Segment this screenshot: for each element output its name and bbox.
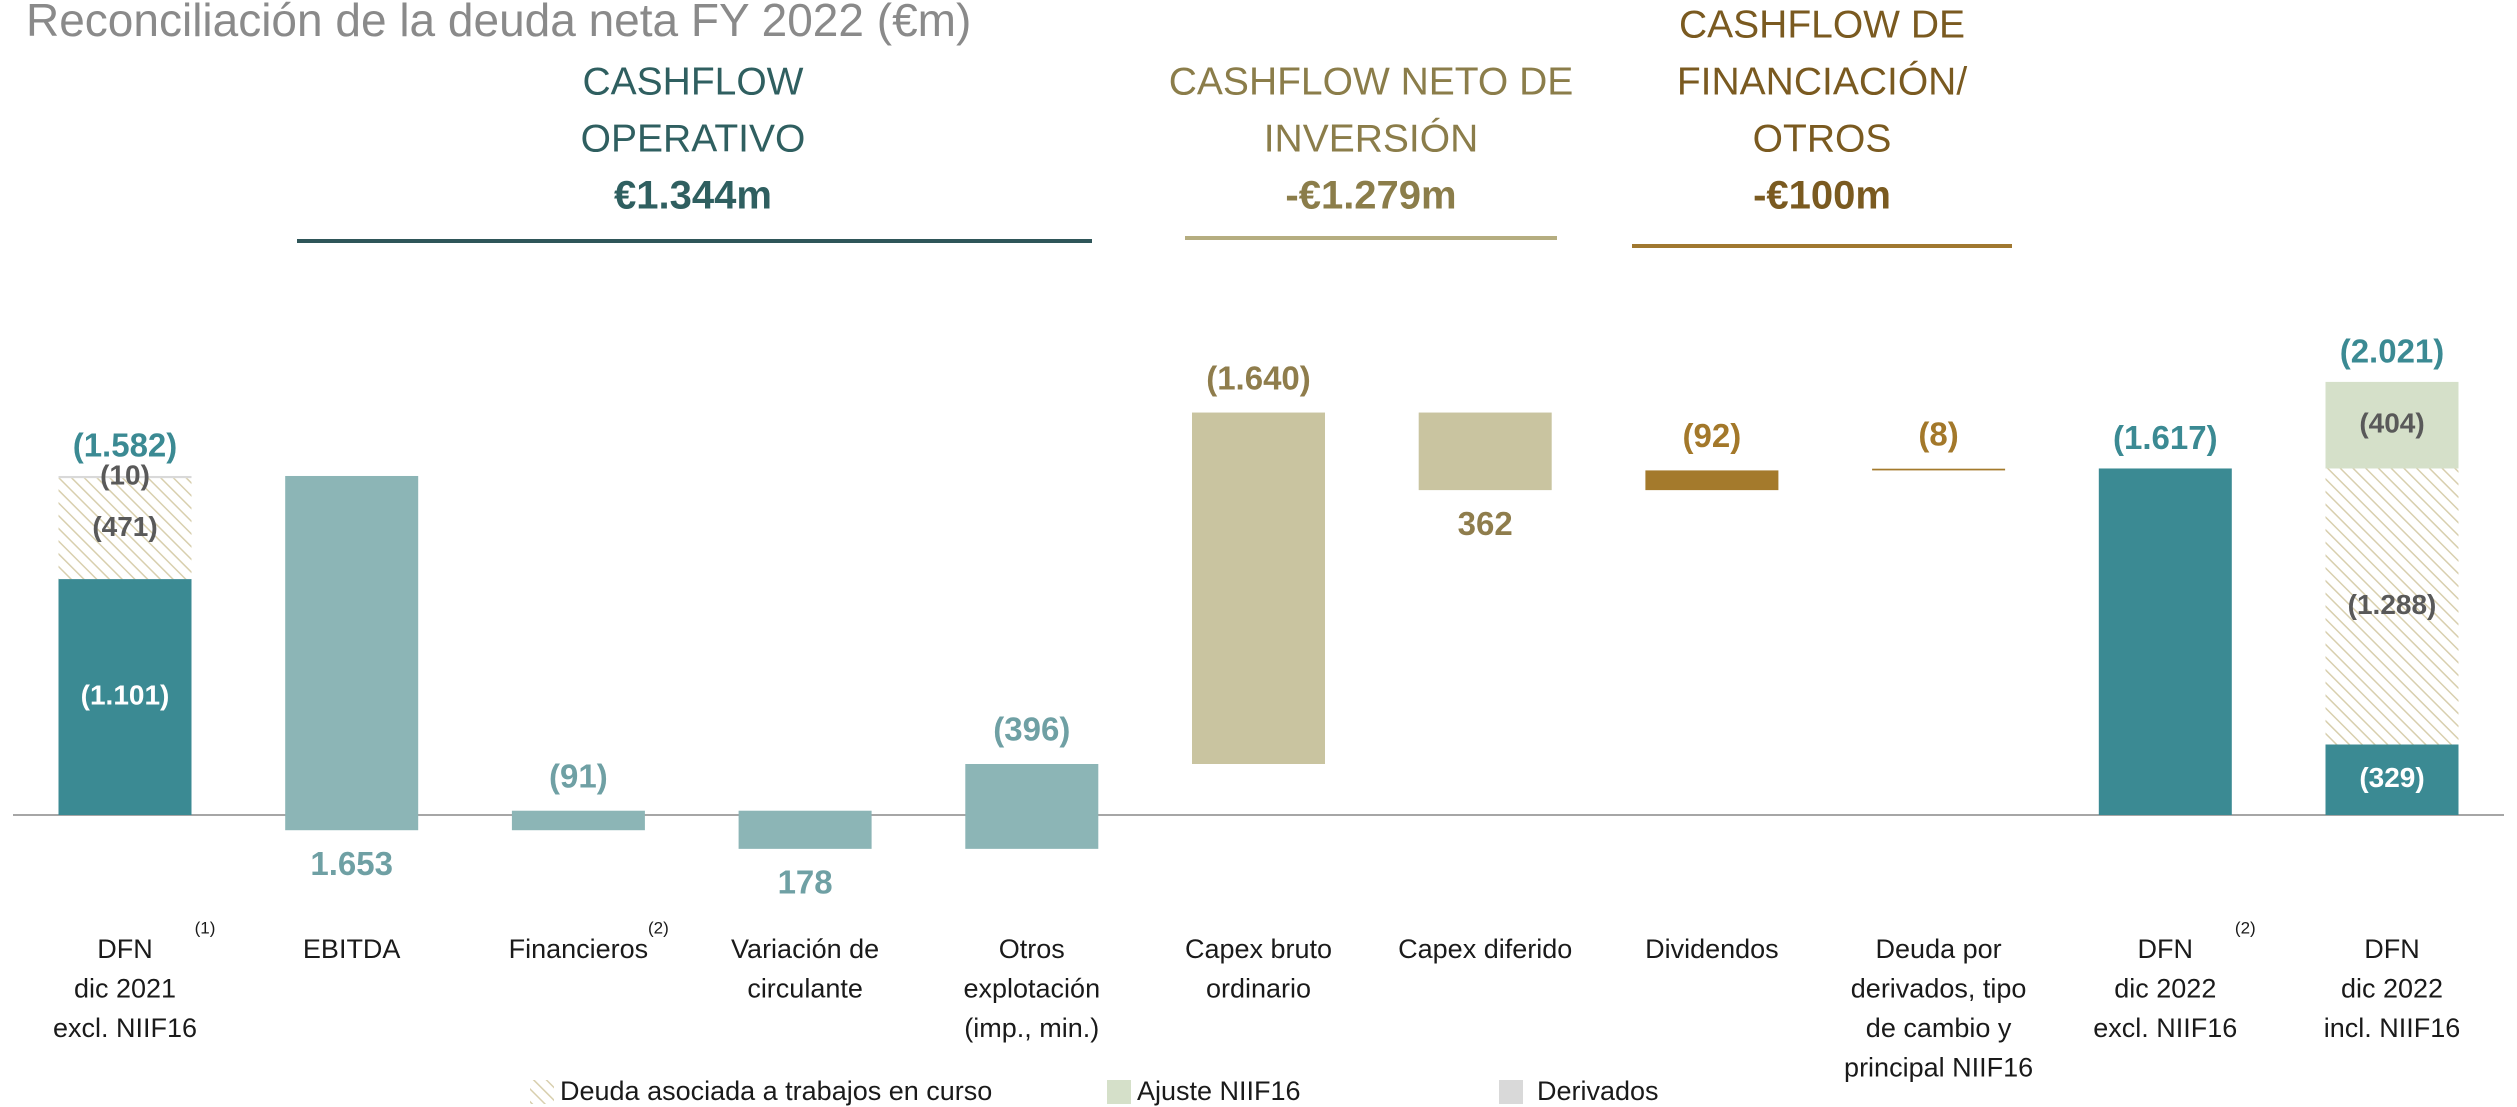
chart-title: Reconciliación de la deuda neta FY 2022 … bbox=[26, 0, 971, 46]
section-title: FINANCIACIÓN/ bbox=[1677, 60, 1968, 103]
stack-segment bbox=[2325, 381, 2459, 469]
x-tick-label: Capex diferido bbox=[1398, 934, 1572, 964]
segment-label: (1.101) bbox=[81, 679, 170, 710]
x-tick-label: ordinario bbox=[1206, 974, 1311, 1004]
bar bbox=[965, 763, 1099, 849]
x-tick-label: excl. NIIF16 bbox=[2093, 1013, 2237, 1043]
bar bbox=[2098, 468, 2232, 815]
footnote: (2) bbox=[2235, 918, 2256, 937]
bar bbox=[285, 475, 419, 831]
stack-segment bbox=[58, 579, 192, 815]
segment-label: (329) bbox=[2359, 762, 2424, 793]
section-total: -€1.279m bbox=[1285, 174, 1456, 218]
value-label: (2.021) bbox=[2340, 333, 2445, 370]
value-label: 1.653 bbox=[310, 845, 393, 882]
x-tick-label: Dividendos bbox=[1645, 934, 1779, 964]
x-tick-label: circulante bbox=[747, 974, 863, 1004]
x-tick-label: dic 2022 bbox=[2341, 974, 2443, 1004]
x-tick-label: Capex bruto bbox=[1185, 934, 1332, 964]
x-tick-label: DFN bbox=[2138, 934, 2194, 964]
value-label: (396) bbox=[993, 711, 1070, 748]
section-title: OPERATIVO bbox=[581, 117, 806, 160]
value-label: 178 bbox=[778, 864, 833, 901]
x-tick-label: incl. NIIF16 bbox=[2324, 1013, 2461, 1043]
bar bbox=[1192, 412, 1325, 764]
legend-swatch bbox=[1499, 1080, 1523, 1104]
legend-label: Deuda asociada a trabajos en curso bbox=[560, 1076, 992, 1106]
value-label: (92) bbox=[1683, 417, 1742, 454]
footnote: (1) bbox=[195, 918, 216, 937]
section-title: CASHFLOW NETO DE bbox=[1169, 60, 1574, 103]
x-tick-label: derivados, tipo bbox=[1851, 974, 2027, 1004]
section-total: €1.344m bbox=[614, 174, 772, 218]
segment-label: (471) bbox=[92, 511, 157, 542]
footnote: (2) bbox=[648, 918, 669, 937]
value-label: (91) bbox=[549, 757, 608, 794]
value-label: (1.582) bbox=[73, 427, 178, 464]
legend-label: Derivados bbox=[1537, 1076, 1659, 1106]
legend-swatch bbox=[530, 1080, 554, 1104]
segment-label: (1.288) bbox=[2348, 589, 2437, 620]
value-label: (1.640) bbox=[1206, 359, 1311, 396]
x-tick-label: EBITDA bbox=[303, 934, 401, 964]
x-tick-label: DFN bbox=[97, 934, 153, 964]
section-title: CASHFLOW DE bbox=[1679, 3, 1965, 46]
section-title: INVERSIÓN bbox=[1264, 117, 1479, 160]
x-tick-label: dic 2021 bbox=[74, 974, 176, 1004]
bar bbox=[1418, 412, 1552, 491]
bar bbox=[738, 810, 872, 849]
value-label: 362 bbox=[1458, 505, 1513, 542]
value-label: (8) bbox=[1918, 415, 1958, 452]
bar bbox=[1645, 470, 1779, 491]
section-title: CASHFLOW bbox=[582, 60, 803, 103]
x-tick-label: Otros bbox=[999, 934, 1065, 964]
segment-label: (10) bbox=[100, 459, 150, 490]
x-tick-label: explotación bbox=[963, 974, 1100, 1004]
x-tick-label: Variación de bbox=[731, 934, 879, 964]
x-tick-label: de cambio y bbox=[1866, 1013, 2012, 1043]
x-tick-label: Deuda por bbox=[1876, 934, 2002, 964]
stack-segment bbox=[2325, 468, 2459, 745]
x-tick-label: dic 2022 bbox=[2114, 974, 2216, 1004]
x-tick-label: DFN bbox=[2364, 934, 2420, 964]
segment-label: (404) bbox=[2359, 408, 2424, 439]
section-total: -€100m bbox=[1753, 174, 1891, 218]
section-title: OTROS bbox=[1753, 117, 1892, 160]
legend-swatch bbox=[1107, 1080, 1131, 1104]
bar bbox=[1872, 468, 2006, 471]
x-tick-label: principal NIIF16 bbox=[1844, 1053, 2033, 1083]
stack-segment bbox=[2325, 744, 2459, 815]
stack-segment bbox=[58, 475, 192, 479]
stack-segment bbox=[58, 478, 192, 580]
bar bbox=[511, 810, 645, 831]
value-label: (1.617) bbox=[2113, 419, 2218, 456]
x-tick-label: excl. NIIF16 bbox=[53, 1013, 197, 1043]
legend-label: Ajuste NIIF16 bbox=[1137, 1076, 1301, 1106]
x-tick-label: Financieros bbox=[509, 934, 649, 964]
x-tick-label: (imp., min.) bbox=[964, 1013, 1099, 1043]
